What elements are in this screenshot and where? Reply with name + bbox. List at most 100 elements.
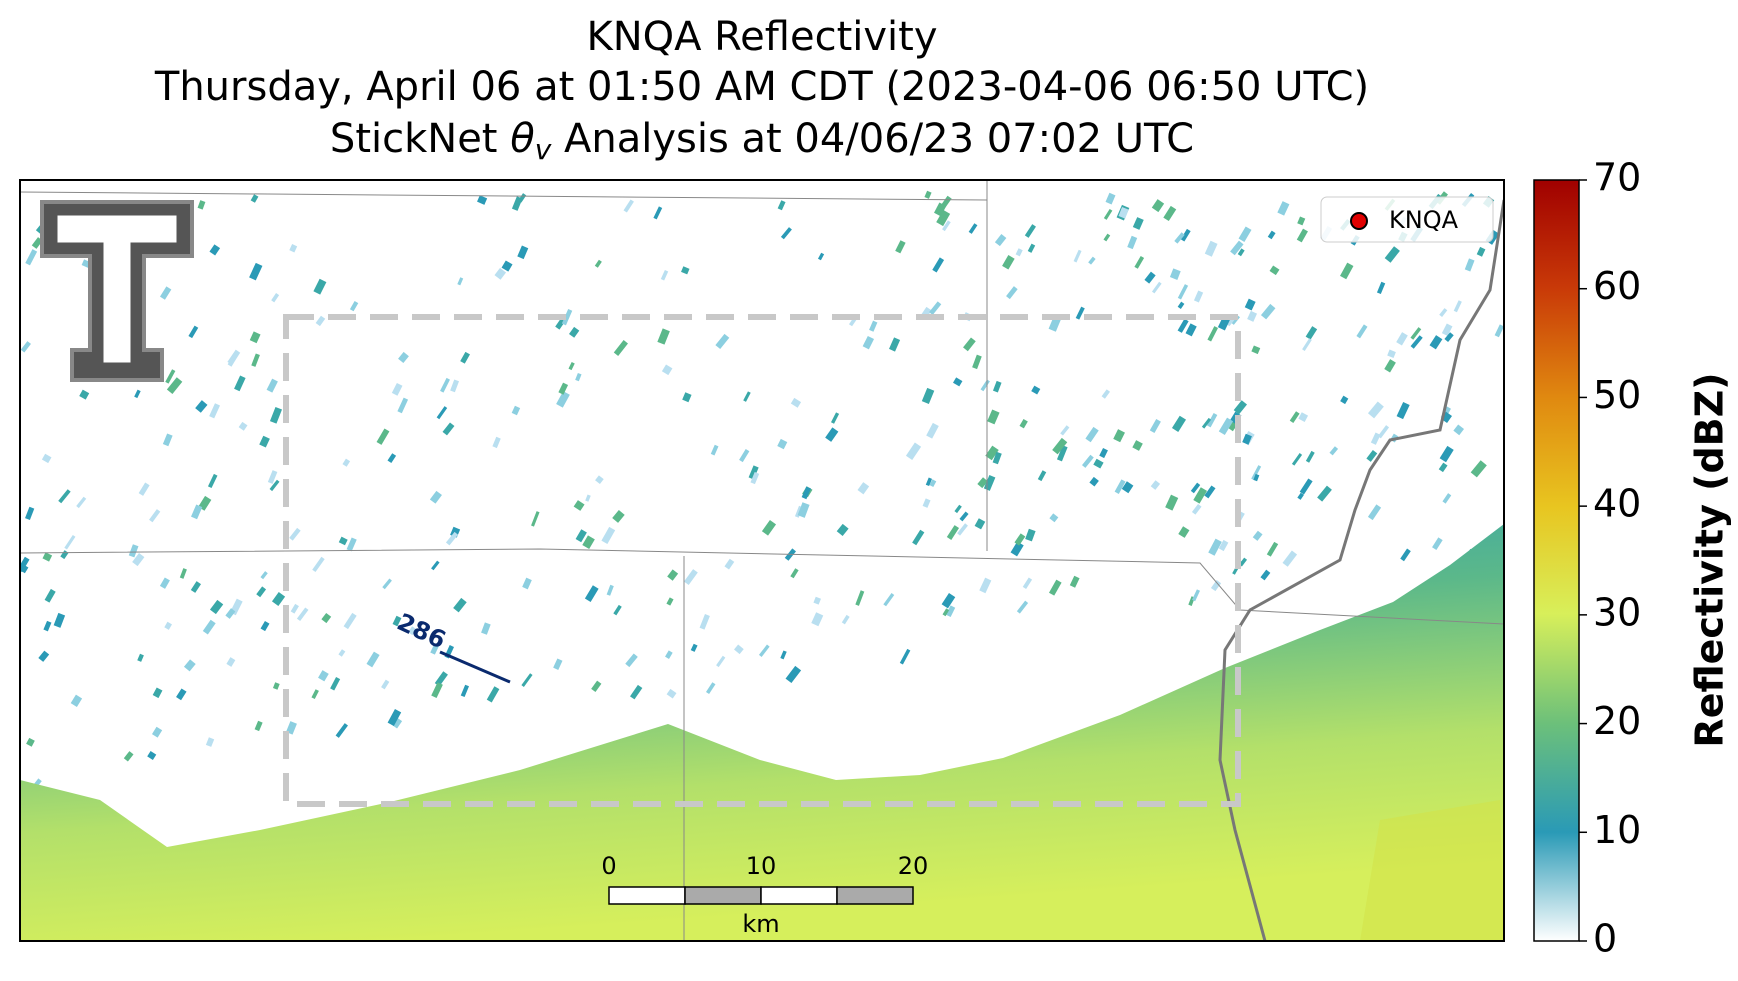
radar-speckle <box>1377 425 1390 439</box>
radar-speckle <box>905 442 922 460</box>
radar-speckle <box>585 494 591 502</box>
radar-speckle <box>1206 413 1218 428</box>
radar-speckle <box>1438 462 1448 473</box>
radar-speckle <box>1113 429 1125 443</box>
radar-speckle <box>1260 569 1271 581</box>
radar-speckle <box>553 658 563 670</box>
scale-bar <box>608 886 914 905</box>
radar-speckle <box>521 673 533 687</box>
radar-speckle <box>342 458 351 467</box>
radar-speckle <box>921 387 935 405</box>
radar-speckle <box>994 234 1007 247</box>
radar-speckle <box>271 591 286 606</box>
radar-speckle <box>134 389 141 399</box>
radar-speckle <box>1277 201 1290 216</box>
radar-speckle <box>1204 240 1218 257</box>
radar-speckle <box>1367 401 1384 419</box>
radar-speckle <box>1297 492 1304 500</box>
scale-label: 10 <box>746 852 777 880</box>
radar-speckle <box>166 377 183 394</box>
radar-speckle <box>591 680 602 692</box>
radar-speckle <box>1171 415 1187 432</box>
radar-speckle <box>343 612 357 630</box>
radar-speckle <box>1269 265 1280 276</box>
radar-speckle <box>1356 324 1368 339</box>
colorbar <box>1533 179 1580 942</box>
radar-speckle <box>1103 208 1113 220</box>
radar-speckle <box>761 520 777 536</box>
radar-speckle <box>267 470 278 484</box>
radar-speckle <box>511 196 523 211</box>
radar-speckle <box>1099 447 1108 459</box>
radar-speckle <box>165 369 176 384</box>
radar-speckle <box>1204 485 1216 499</box>
radar-speckle <box>1305 326 1318 340</box>
radar-speckle <box>683 569 698 585</box>
scale-label: 20 <box>898 852 929 880</box>
radar-speckle <box>1476 246 1486 257</box>
radar-speckle <box>1207 326 1219 342</box>
radar-speckle <box>922 498 931 508</box>
radar-speckle <box>946 605 956 617</box>
radar-speckle <box>1218 539 1229 552</box>
radar-speckle <box>1400 548 1411 562</box>
radar-speckle <box>226 657 236 667</box>
radar-speckle <box>76 496 87 509</box>
radar-speckle <box>1387 349 1396 358</box>
radar-speckle <box>1253 473 1260 482</box>
radar-speckle <box>382 578 392 590</box>
radar-speckle <box>1121 481 1134 494</box>
radar-speckle <box>391 382 403 396</box>
radar-speckle <box>123 751 134 762</box>
radar-speckle <box>1118 206 1129 219</box>
radar-speckle <box>575 529 587 543</box>
radar-speckle <box>690 643 698 652</box>
radar-speckle <box>1210 580 1222 592</box>
radar-speckle <box>1238 226 1252 242</box>
radar-speckle <box>1252 530 1263 541</box>
radar-speckle <box>785 665 802 684</box>
radar-speckle <box>387 709 402 727</box>
radar-speckle <box>869 320 878 332</box>
radar-speckle <box>254 720 263 732</box>
radar-speckle <box>1037 470 1047 482</box>
radar-speckle <box>272 682 280 690</box>
radar-speckle <box>486 686 500 703</box>
radar-speckle <box>790 568 799 579</box>
radar-speckle <box>992 451 1002 465</box>
radar-speckle <box>666 688 677 699</box>
radar-speckle <box>1444 332 1454 343</box>
radar-speckle <box>899 648 911 665</box>
radar-speckle <box>313 278 327 295</box>
radar-speckle <box>1367 504 1382 521</box>
echo-core <box>1360 800 1504 941</box>
radar-speckle <box>841 614 850 625</box>
radar-speckle <box>929 479 937 488</box>
radar-speckle <box>625 653 638 668</box>
radar-speckle <box>209 403 221 419</box>
radar-speckle <box>128 544 139 558</box>
radar-speckle <box>132 553 145 567</box>
radar-speckle <box>1251 345 1261 355</box>
radar-speckle <box>1217 316 1230 331</box>
radar-speckle <box>1291 453 1303 466</box>
radar-speckle <box>748 465 759 480</box>
radar-speckle <box>1305 450 1315 463</box>
radar-speckle <box>41 453 52 464</box>
radar-speckle <box>925 477 933 487</box>
radar-speckle <box>159 577 170 589</box>
radar-speckle <box>1302 338 1312 351</box>
radar-speckle <box>511 405 521 416</box>
echo-region <box>20 524 1504 941</box>
radar-speckle <box>209 599 224 615</box>
radar-speckle <box>190 581 201 593</box>
radar-speckle <box>460 351 470 364</box>
radar-speckle <box>1299 478 1313 495</box>
radar-speckle <box>522 577 532 590</box>
radar-speckle <box>623 199 634 213</box>
radar-speckle <box>152 687 163 699</box>
radar-speckle <box>79 389 90 400</box>
radar-speckle <box>494 267 507 280</box>
radar-speckle <box>1453 424 1465 436</box>
radar-speckle <box>260 571 268 580</box>
